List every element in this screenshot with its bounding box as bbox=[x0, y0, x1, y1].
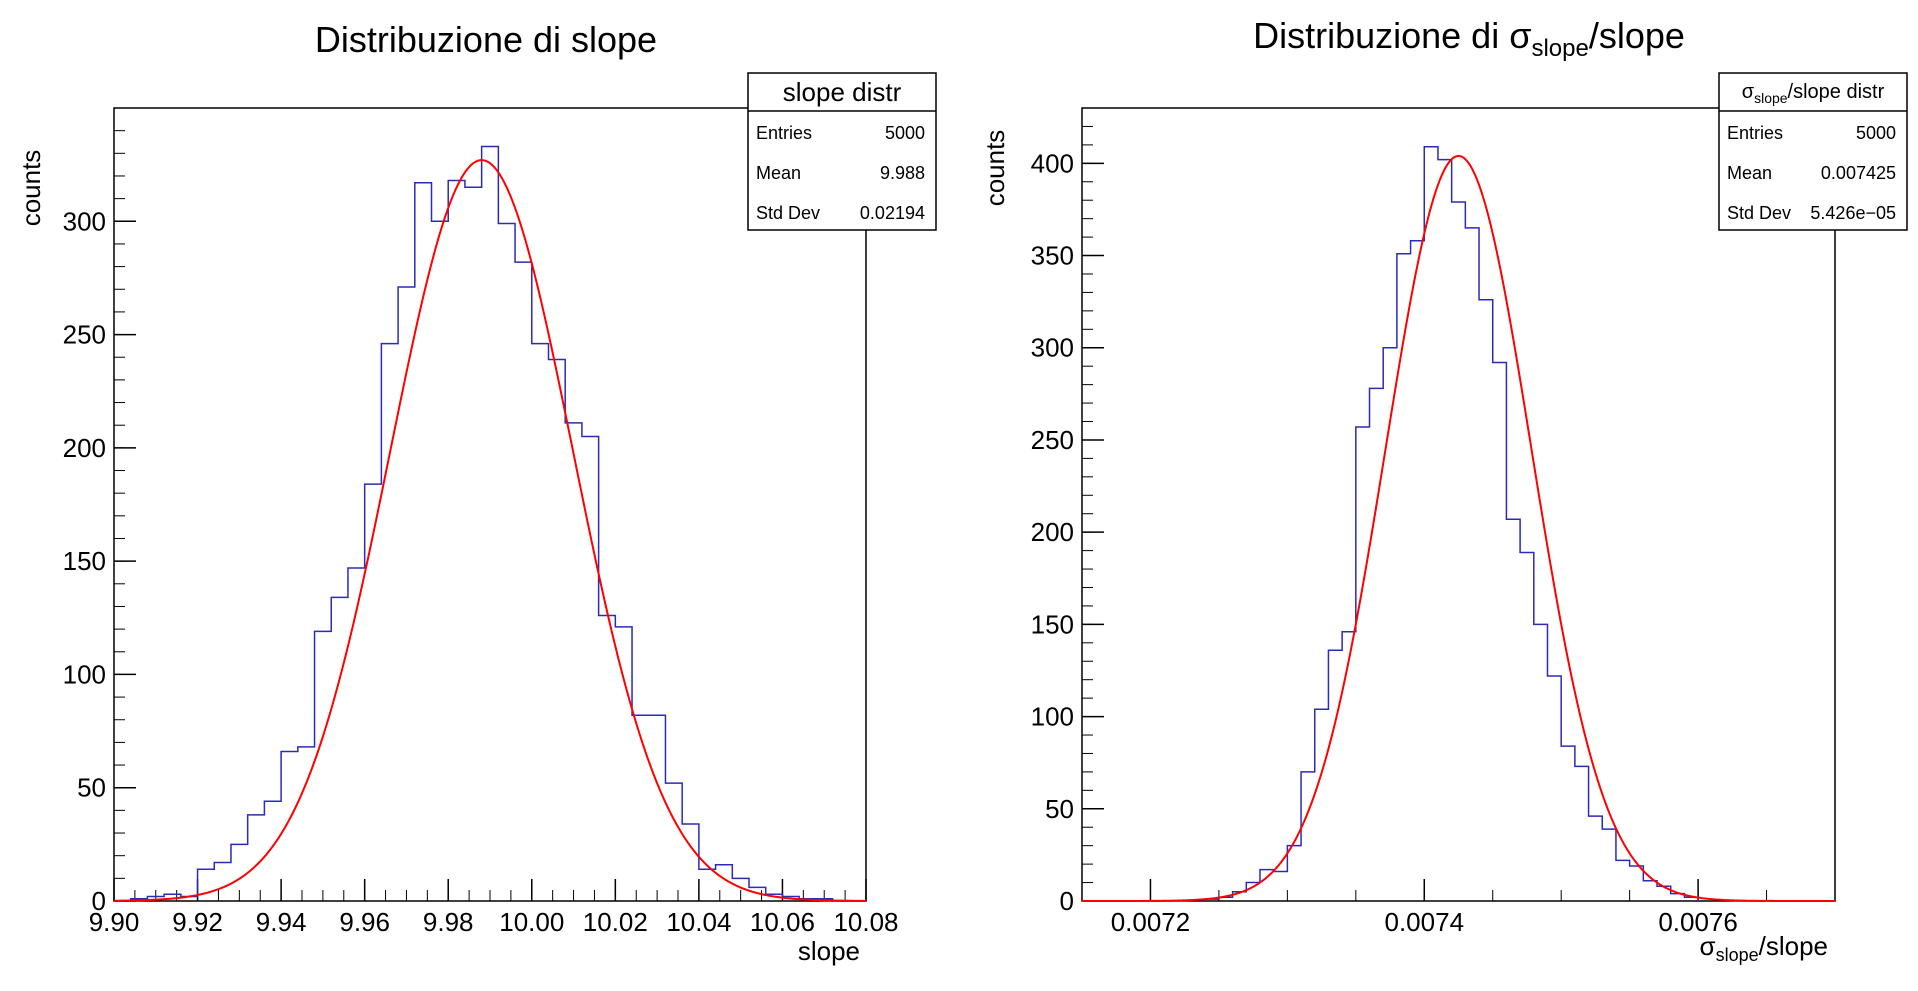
x-tick-label: 9.92 bbox=[172, 907, 223, 937]
y-tick-label: 250 bbox=[63, 320, 106, 350]
stats-box: σslope/slope distr Entries 5000 Mean 0.0… bbox=[1718, 72, 1908, 231]
slope-histogram-chart: Distribuzione di slope counts slope 0 50 1… bbox=[16, 19, 937, 966]
fit-curve bbox=[113, 159, 867, 902]
x-tick-label: 10.08 bbox=[833, 907, 898, 937]
y-tick-label: 250 bbox=[1031, 425, 1074, 455]
x-tick-label: 9.90 bbox=[89, 907, 140, 937]
stats-stddev-value: 0.02194 bbox=[860, 203, 925, 223]
stats-mean-value: 0.007425 bbox=[1821, 163, 1896, 183]
y-tick-label: 150 bbox=[63, 546, 106, 576]
xlabel-suffix: /slope bbox=[1759, 931, 1828, 961]
stats-stddev-label: Std Dev bbox=[756, 203, 820, 223]
xlabel-sigma-symbol: σ bbox=[1700, 931, 1716, 961]
y-tick-label: 50 bbox=[1045, 794, 1074, 824]
stats-box: slope distr Entries 5000 Mean 9.988 Std … bbox=[747, 72, 937, 231]
y-tick-label: 150 bbox=[1031, 609, 1074, 639]
stats-entries-value: 5000 bbox=[1856, 123, 1896, 143]
x-tick-label: 0.0072 bbox=[1111, 907, 1191, 937]
x-tick-label: 10.00 bbox=[499, 907, 564, 937]
y-tick-label: 400 bbox=[1031, 148, 1074, 178]
chart-title: Distribuzione di σslope/slope bbox=[1253, 15, 1685, 62]
x-tick-label: 0.0076 bbox=[1658, 907, 1738, 937]
y-tick-label: 200 bbox=[63, 433, 106, 463]
histogram bbox=[114, 145, 866, 902]
y-tick-label: 0 bbox=[92, 886, 106, 916]
stats-stddev-value: 5.426e−05 bbox=[1810, 203, 1896, 223]
stats-title-suffix: /slope distr bbox=[1788, 81, 1885, 103]
stats-mean-label: Mean bbox=[756, 163, 801, 183]
axes: 0 50 100 150 200 250 300 9.90 9.92 9.94 9.96 9.98 10… bbox=[63, 107, 899, 937]
stats-stddev-label: Std Dev bbox=[1727, 203, 1791, 223]
sigma-slope-histogram-chart: Distribuzione di σslope/slope counts σsl… bbox=[980, 15, 1908, 965]
stats-mean-label: Mean bbox=[1727, 163, 1772, 183]
histogram bbox=[1204, 145, 1699, 901]
fit-curve bbox=[1082, 154, 1835, 902]
x-tick-label: 9.94 bbox=[256, 907, 307, 937]
chart-title: Distribuzione di slope bbox=[315, 19, 657, 60]
sigma-slope-histogram-pad: Distribuzione di σslope/slope counts σsl… bbox=[959, 0, 1918, 991]
x-tick-label: 10.02 bbox=[583, 907, 648, 937]
title-subscript: slope bbox=[1531, 35, 1588, 62]
y-tick-label: 300 bbox=[1031, 333, 1074, 363]
x-axis-label: σslope/slope bbox=[1700, 931, 1828, 965]
y-tick-label: 50 bbox=[77, 773, 106, 803]
y-axis-label: counts bbox=[16, 150, 46, 227]
title-prefix: Distribuzione di bbox=[1253, 15, 1509, 56]
y-tick-label: 300 bbox=[63, 206, 106, 236]
stats-box-title: σslope/slope distr bbox=[1742, 81, 1885, 106]
x-tick-label: 9.98 bbox=[423, 907, 474, 937]
y-tick-label: 100 bbox=[63, 659, 106, 689]
stats-entries-label: Entries bbox=[756, 123, 812, 143]
y-tick-label: 100 bbox=[1031, 702, 1074, 732]
title-suffix: /slope bbox=[1589, 15, 1685, 56]
stats-box-title: slope distr bbox=[783, 77, 902, 107]
y-tick-label: 200 bbox=[1031, 517, 1074, 547]
y-tick-label: 350 bbox=[1031, 241, 1074, 271]
y-axis-label: counts bbox=[980, 130, 1010, 207]
x-axis-label: slope bbox=[798, 936, 860, 966]
x-tick-label: 9.96 bbox=[339, 907, 390, 937]
gaussian-fit-line bbox=[1082, 154, 1835, 902]
xlabel-subscript: slope bbox=[1716, 945, 1759, 965]
x-tick-label: 0.0074 bbox=[1385, 907, 1465, 937]
x-tick-label: 10.04 bbox=[666, 907, 731, 937]
x-tick-label: 10.06 bbox=[750, 907, 815, 937]
stats-entries-value: 5000 bbox=[885, 123, 925, 143]
slope-histogram-pad: Distribuzione di slope counts slope 0 50 1… bbox=[16, 19, 937, 966]
stats-title-sigma: σ bbox=[1742, 81, 1755, 103]
stats-entries-label: Entries bbox=[1727, 123, 1783, 143]
stats-title-subscript: slope bbox=[1754, 90, 1788, 106]
gaussian-fit-line bbox=[113, 159, 867, 902]
title-sigma-symbol: σ bbox=[1509, 15, 1531, 56]
histogram-outline bbox=[1204, 145, 1699, 901]
histogram-outline bbox=[114, 145, 866, 902]
axes: 0 50 100 150 200 250 300 350 400 0.0072 0.0074 0.00… bbox=[1031, 107, 1836, 937]
stats-mean-value: 9.988 bbox=[880, 163, 925, 183]
plot-frame bbox=[1081, 107, 1836, 902]
y-tick-label: 0 bbox=[1060, 886, 1074, 916]
